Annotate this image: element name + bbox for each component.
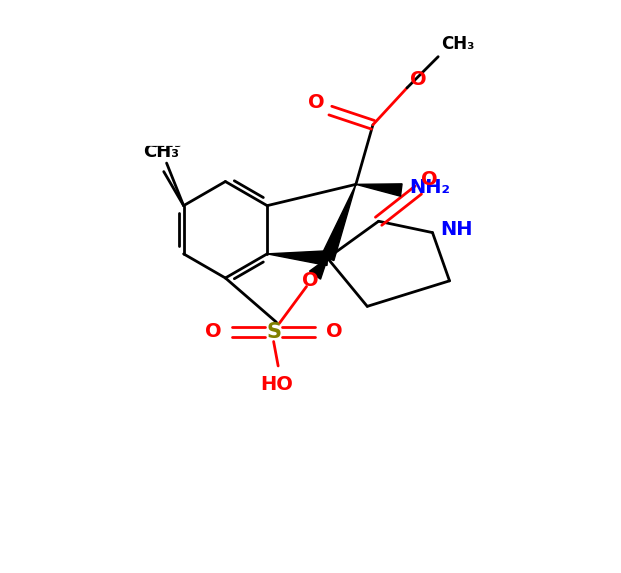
- Text: O: O: [204, 323, 221, 342]
- Text: O: O: [308, 93, 325, 112]
- Text: CH₃: CH₃: [442, 35, 474, 53]
- Polygon shape: [309, 258, 327, 279]
- Polygon shape: [321, 185, 356, 261]
- Text: O: O: [302, 272, 319, 291]
- Text: O: O: [410, 70, 427, 89]
- Text: O: O: [326, 323, 343, 342]
- Text: NH: NH: [440, 220, 473, 240]
- Polygon shape: [356, 184, 402, 196]
- Text: NH₂: NH₂: [409, 178, 450, 197]
- Text: HO: HO: [261, 375, 294, 394]
- Text: S: S: [266, 322, 281, 342]
- Text: CH₃: CH₃: [146, 132, 182, 151]
- Polygon shape: [267, 251, 328, 265]
- Text: O: O: [422, 170, 438, 189]
- Text: CH₃: CH₃: [143, 143, 179, 161]
